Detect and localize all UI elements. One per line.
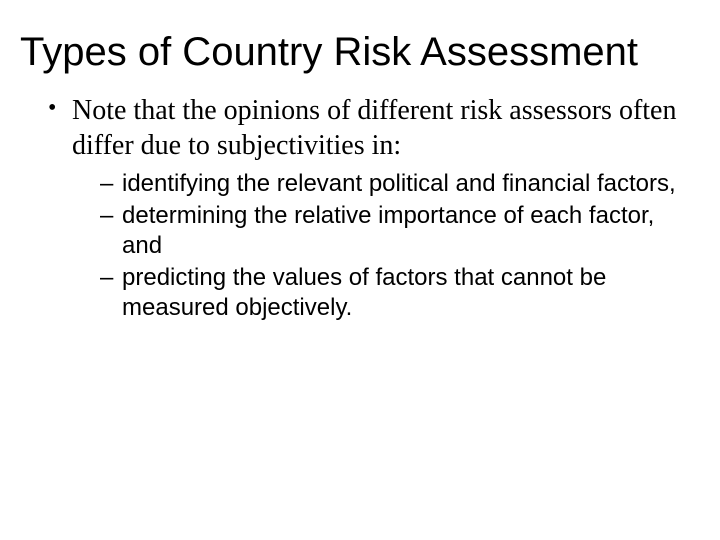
list-item: Note that the opinions of different risk… [48,93,700,323]
slide: Types of Country Risk Assessment Note th… [0,0,720,540]
bullet-list-level1: Note that the opinions of different risk… [20,93,700,323]
list-item: determining the relative importance of e… [100,201,700,261]
list-item: identifying the relevant political and f… [100,169,700,199]
list-item: predicting the values of factors that ca… [100,263,700,323]
bullet-text: Note that the opinions of different risk… [72,95,676,161]
sub-bullet-text: predicting the values of factors that ca… [122,264,606,321]
sub-bullet-text: determining the relative importance of e… [122,202,654,259]
sub-bullet-text: identifying the relevant political and f… [122,170,676,197]
slide-title: Types of Country Risk Assessment [20,30,700,75]
bullet-list-level2: identifying the relevant political and f… [72,169,700,323]
